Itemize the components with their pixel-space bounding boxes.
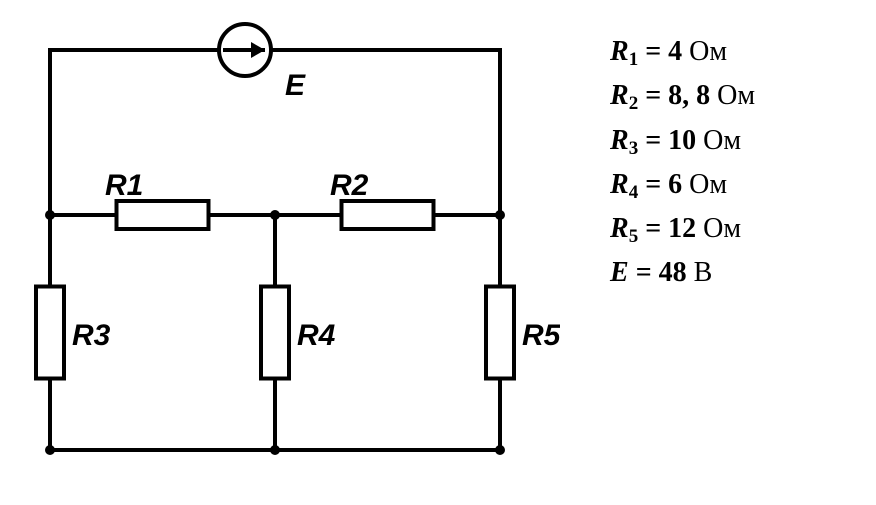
param-r5: R5 = 12 Ом [610,207,860,251]
circuit-diagram: E R1 R2 R3 R4 R5 [0,0,560,505]
parameter-list: R1 = 4 Ом R2 = 8, 8 Ом R3 = 10 Ом R4 = 6… [610,30,860,295]
param-r1: R1 = 4 Ом [610,30,860,74]
svg-text:R3: R3 [72,319,111,352]
param-r3: R3 = 10 Ом [610,119,860,163]
svg-text:R2: R2 [330,169,369,202]
svg-text:R1: R1 [105,169,143,202]
param-r4: R4 = 6 Ом [610,163,860,207]
svg-text:R5: R5 [522,319,560,352]
param-e: E = 48 В [610,251,860,294]
svg-text:E: E [285,69,306,102]
svg-text:R4: R4 [297,319,336,352]
param-r2: R2 = 8, 8 Ом [610,74,860,118]
